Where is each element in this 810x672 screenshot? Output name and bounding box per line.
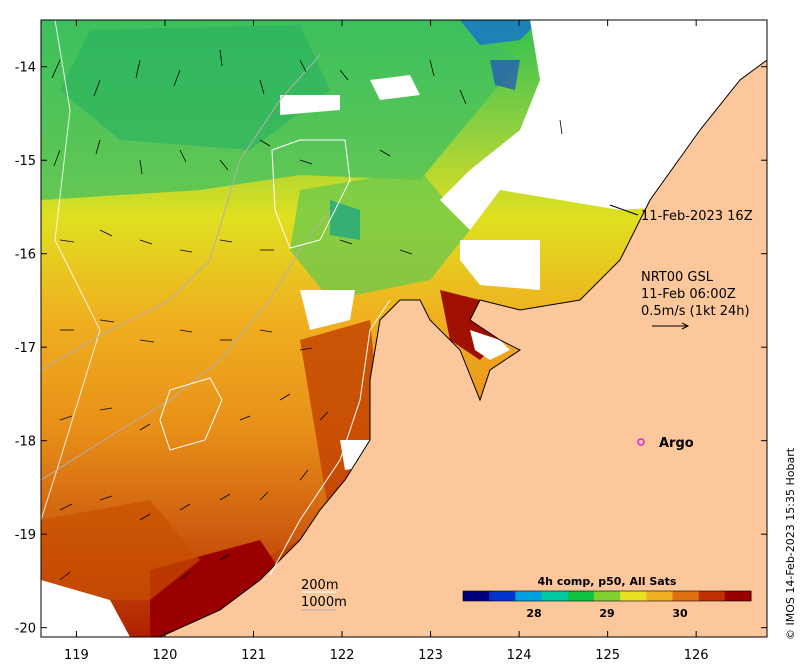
lat-tick-label: -17 xyxy=(15,341,36,356)
sst-field xyxy=(41,20,767,637)
lon-tick-label: 120 xyxy=(153,648,178,663)
colorbar-swatch xyxy=(724,591,752,601)
lat-tick-label: -19 xyxy=(15,528,36,543)
colorbar-tick-28: 28 xyxy=(526,607,541,620)
map-frame xyxy=(40,19,768,638)
colorbar-title: 4h comp, p50, All Sats xyxy=(538,575,677,588)
contour-1000-label: 1000m xyxy=(301,595,347,610)
current-scale-arrow xyxy=(652,322,690,330)
argo-marker xyxy=(637,438,645,446)
lon-tick-label: 122 xyxy=(330,648,355,663)
lat-tick-label: -16 xyxy=(15,248,36,263)
colorbar-swatch xyxy=(698,591,726,601)
colorbar-swatch xyxy=(672,591,700,601)
imos-credit: © IMOS 14-Feb-2023 15:35 Hobart xyxy=(784,447,797,640)
colorbar-swatch xyxy=(593,591,621,601)
current-arrows xyxy=(51,49,563,581)
argo-label: Argo xyxy=(659,436,694,451)
colorbar-swatch xyxy=(463,591,490,601)
lon-tick-label: 126 xyxy=(684,648,709,663)
colorbar-tick-30: 30 xyxy=(672,607,688,620)
colorbar-swatch xyxy=(567,591,595,601)
colorbar-swatch xyxy=(541,591,569,601)
longitude-axis: 119 120 121 122 123 124 125 126 xyxy=(64,20,709,663)
colorbar-swatch xyxy=(489,591,516,601)
lat-tick-label: -15 xyxy=(15,154,36,169)
lat-tick-label: -20 xyxy=(15,622,36,637)
lon-tick-label: 124 xyxy=(507,648,532,663)
contour-200-label: 200m xyxy=(301,578,338,593)
latitude-axis: -14 -15 -16 -17 -18 -19 -20 xyxy=(15,61,767,637)
lat-tick-label: -18 xyxy=(15,435,36,450)
lat-tick-label: -14 xyxy=(15,61,36,76)
current-source-label: NRT00 GSL xyxy=(641,270,714,285)
colorbar-swatch xyxy=(620,591,647,601)
lon-tick-label: 121 xyxy=(241,648,266,663)
lon-tick-label: 123 xyxy=(418,648,443,663)
lon-tick-label: 125 xyxy=(595,648,620,663)
colorbar-swatch xyxy=(646,591,673,601)
colorbar-tick-29: 29 xyxy=(599,607,614,620)
colorbar: 4h comp, p50, All Sats 28 29 30 xyxy=(462,575,752,620)
colorbar-swatch xyxy=(515,591,543,601)
image-time-label: 11-Feb-2023 16Z xyxy=(641,209,753,224)
current-scale-label: 0.5m/s (1kt 24h) xyxy=(641,304,750,319)
lon-tick-label: 119 xyxy=(64,648,89,663)
current-time-label: 11-Feb 06:00Z xyxy=(641,287,736,302)
